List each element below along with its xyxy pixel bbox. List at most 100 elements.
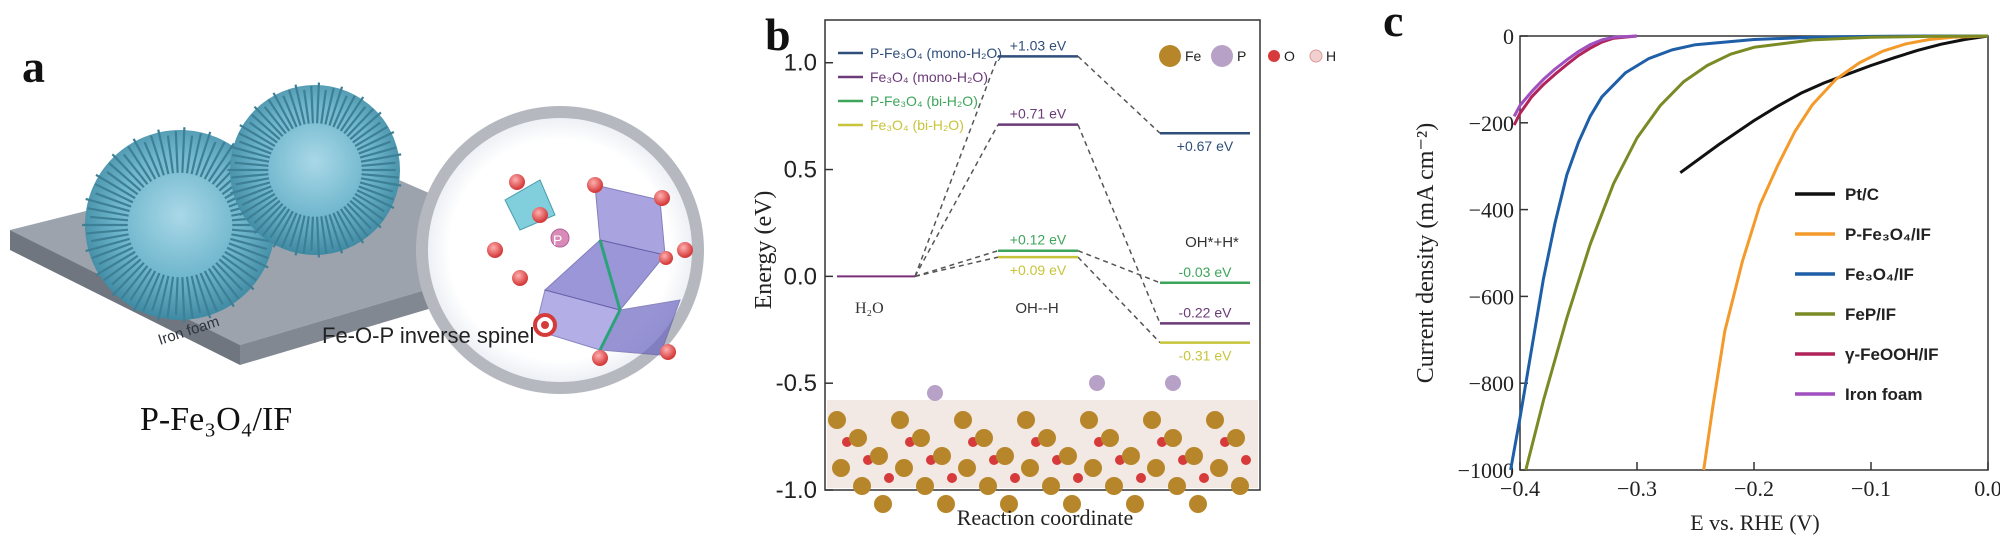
panel-b-letter: b — [765, 9, 791, 60]
slab-fe-atom — [1017, 411, 1035, 429]
slab-fe-atom — [895, 459, 913, 477]
panel-a-illustration: a Iron foam — [10, 41, 704, 438]
chart-c-xtick-label: −0.2 — [1734, 476, 1774, 501]
final-energy-label: -0.31 eV — [1179, 348, 1233, 364]
chart-c-xlabel: E vs. RHE (V) — [1690, 510, 1820, 535]
chart-b-yticks: 1.0 0.5 0.0 -0.5 -1.0 — [776, 50, 833, 504]
slab-fe-atom — [1000, 495, 1018, 513]
chart-c-legend: Pt/C P-Fe₃O₄/IF Fe₃O₄/IF FeP/IF γ-FeOOH/IF Ir… — [1795, 185, 1939, 404]
slab-fe-atom — [1185, 447, 1203, 465]
chart-b-ytick-label: 0.5 — [784, 157, 817, 184]
slab-fe-atom — [1227, 429, 1245, 447]
slab-fe-atom — [933, 447, 951, 465]
slab-fe-atom — [1122, 447, 1140, 465]
connector-line — [1077, 256, 1161, 344]
chart-c-ylabel: Current density (mA cm⁻²) — [1413, 123, 1439, 383]
chart-c-xtick-label: 0.0 — [1974, 476, 2000, 501]
slab-fe-atom — [1126, 495, 1144, 513]
slab-fe-atom — [1231, 477, 1249, 495]
slab-fe-atom — [1080, 411, 1098, 429]
phosphorus-atom — [550, 228, 570, 248]
panel-a: a Iron foam — [0, 0, 740, 536]
connector-line — [1077, 55, 1161, 134]
slab-fe-atom — [828, 411, 846, 429]
slab-fe-atom — [1105, 477, 1123, 495]
ts-energy-label: +0.12 eV — [1010, 232, 1067, 248]
chart-c: c E vs. RHE (V) Current density (mA cm⁻²… — [1383, 0, 2000, 535]
atom-legend-marker — [1268, 50, 1280, 62]
series-line — [1679, 34, 1989, 174]
chart-b-series: +1.03 eV +0.67 eV +0.71 eV -0.22 eV +0.12 eV… — [837, 37, 1250, 364]
chart-c-ytick-label: −800 — [1469, 371, 1514, 396]
slab-fe-atom — [1147, 459, 1165, 477]
legend-entry: Fe₃O₄/IF — [1845, 265, 1914, 284]
slab-fe-atom — [1038, 429, 1056, 447]
slab-decoration — [827, 375, 1258, 513]
legend-entry: Fe₃O₄ (bi-H₂O) — [870, 117, 964, 133]
slab-o-atom — [1073, 473, 1083, 483]
slab-fe-atom — [1189, 495, 1207, 513]
chart-b-atom-legend: Fe P O H — [1159, 45, 1336, 67]
state-ts-label: OH--H — [1015, 300, 1058, 317]
final-energy-label: -0.03 eV — [1179, 264, 1233, 280]
chart-c-ytick-label: −1000 — [1458, 458, 1514, 483]
panel-c-letter: c — [1383, 0, 1403, 46]
chart-b-frame — [824, 19, 1261, 491]
slab-fe-atom — [958, 459, 976, 477]
atom-legend-label: H — [1326, 48, 1336, 64]
legend-entry: γ-FeOOH/IF — [1845, 345, 1939, 364]
legend-entry: P-Fe₃O₄ (mono-H₂O) — [870, 45, 1002, 61]
slab-fe-atom — [1042, 477, 1060, 495]
chart-b-ytick-label: -1.0 — [776, 477, 817, 504]
slab-o-atom — [1136, 473, 1146, 483]
slab-o-atom — [947, 473, 957, 483]
spinel-structure — [504, 179, 681, 356]
state-initial-label: H₂O — [855, 300, 884, 317]
series-line — [1509, 34, 1988, 471]
atom-legend-marker — [1211, 45, 1233, 67]
series-line — [1512, 34, 1638, 118]
final-energy-label: +0.67 eV — [1177, 138, 1234, 154]
chart-b-ytick-label: 1.0 — [784, 50, 817, 77]
atom-legend-marker — [1309, 49, 1323, 63]
slab-fe-atom — [937, 495, 955, 513]
connector-line — [1077, 124, 1161, 324]
chart-c-xtick-label: −0.3 — [1617, 476, 1657, 501]
ts-energy-label: +0.09 eV — [1010, 262, 1067, 278]
series-line — [1524, 34, 1989, 471]
chart-c-ytick-label: 0 — [1503, 24, 1514, 49]
chart-c-ytick-label: −200 — [1469, 111, 1514, 136]
slab-o-atom — [1199, 473, 1209, 483]
oxygen-atoms — [487, 174, 693, 366]
slab-fe-atom — [1021, 459, 1039, 477]
slab-fe-atom — [1101, 429, 1119, 447]
chart-c-xtick-label: −0.1 — [1851, 476, 1891, 501]
connector-line — [914, 124, 999, 277]
slab-fe-atom — [874, 495, 892, 513]
slab-p-atom — [1165, 375, 1181, 391]
slab-p-atom — [1089, 375, 1105, 391]
atom-legend-label: P — [1237, 48, 1246, 64]
slab-fe-atom — [1210, 459, 1228, 477]
slab-fe-atom — [849, 429, 867, 447]
slab-o-atom — [1010, 473, 1020, 483]
chart-c-series — [1509, 34, 1989, 471]
atom-legend-label: Fe — [1185, 48, 1202, 64]
chart-b-xlabel: Reaction coordinate — [957, 505, 1134, 530]
chart-c-ytick-label: −600 — [1469, 284, 1514, 309]
slab-fe-atom — [870, 447, 888, 465]
chart-b-ytick-label: -0.5 — [776, 370, 817, 397]
slab-p-atom — [927, 385, 943, 401]
chart-b-ytick-label: 0.0 — [784, 263, 817, 290]
connector-line — [914, 256, 999, 278]
atom-legend-marker — [1159, 45, 1181, 67]
slab-fe-atom — [1084, 459, 1102, 477]
slab-fe-atom — [1063, 495, 1081, 513]
legend-entry: FeP/IF — [1845, 305, 1896, 324]
ts-energy-label: +1.03 eV — [1010, 37, 1067, 53]
structure-label: Fe-O-P inverse spinel — [322, 323, 534, 348]
chart-c-xtick-label: −0.4 — [1500, 476, 1540, 501]
slab-o-atom — [884, 473, 894, 483]
chart-b: b Reaction coordinate Energy (eV) 1.0 0.5… — [751, 9, 1336, 530]
phosphorus-atom-label: P — [553, 232, 562, 248]
